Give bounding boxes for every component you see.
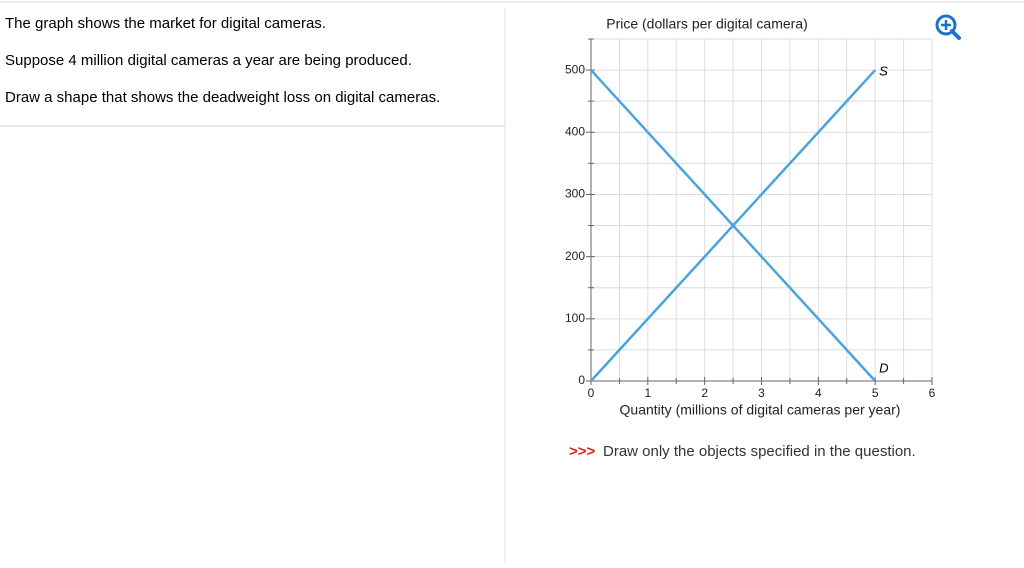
zoom-circle xyxy=(935,14,957,36)
question-line: Draw a shape that shows the deadweight l… xyxy=(5,89,440,106)
y-tick-label: 200 xyxy=(565,249,585,263)
zoom-button[interactable] xyxy=(935,14,961,40)
curve-label: D xyxy=(879,360,888,375)
y-tick-label: 300 xyxy=(565,187,585,201)
note-prefix: >>> xyxy=(569,443,596,460)
x-tick-label: 6 xyxy=(929,386,936,400)
y-tick-label: 0 xyxy=(578,373,585,387)
x-axis-label: Quantity (millions of digital cameras pe… xyxy=(620,402,901,418)
y-tick-label: 500 xyxy=(565,62,585,76)
curve-label: S xyxy=(879,64,888,79)
y-tick-label: 100 xyxy=(565,311,585,325)
x-tick-label: 1 xyxy=(644,386,651,400)
x-tick-label: 5 xyxy=(872,386,879,400)
x-tick-label: 3 xyxy=(758,386,765,400)
y-tick-label: 400 xyxy=(565,124,585,138)
y-axis-label: Price (dollars per digital camera) xyxy=(606,16,808,32)
question-line: Suppose 4 million digital cameras a year… xyxy=(5,52,412,69)
plot: 0 1 2 3 4 5 6 0 100 200 300 400 500 S D xyxy=(565,38,936,400)
question-line: The graph shows the market for digital c… xyxy=(5,15,326,32)
x-tick-label: 2 xyxy=(701,386,708,400)
x-tick-label: 4 xyxy=(815,386,822,400)
note-text: Draw only the objects specified in the q… xyxy=(603,443,916,460)
curve xyxy=(590,69,877,382)
x-tick-label: 0 xyxy=(588,386,595,400)
zoom-handle xyxy=(950,29,961,40)
